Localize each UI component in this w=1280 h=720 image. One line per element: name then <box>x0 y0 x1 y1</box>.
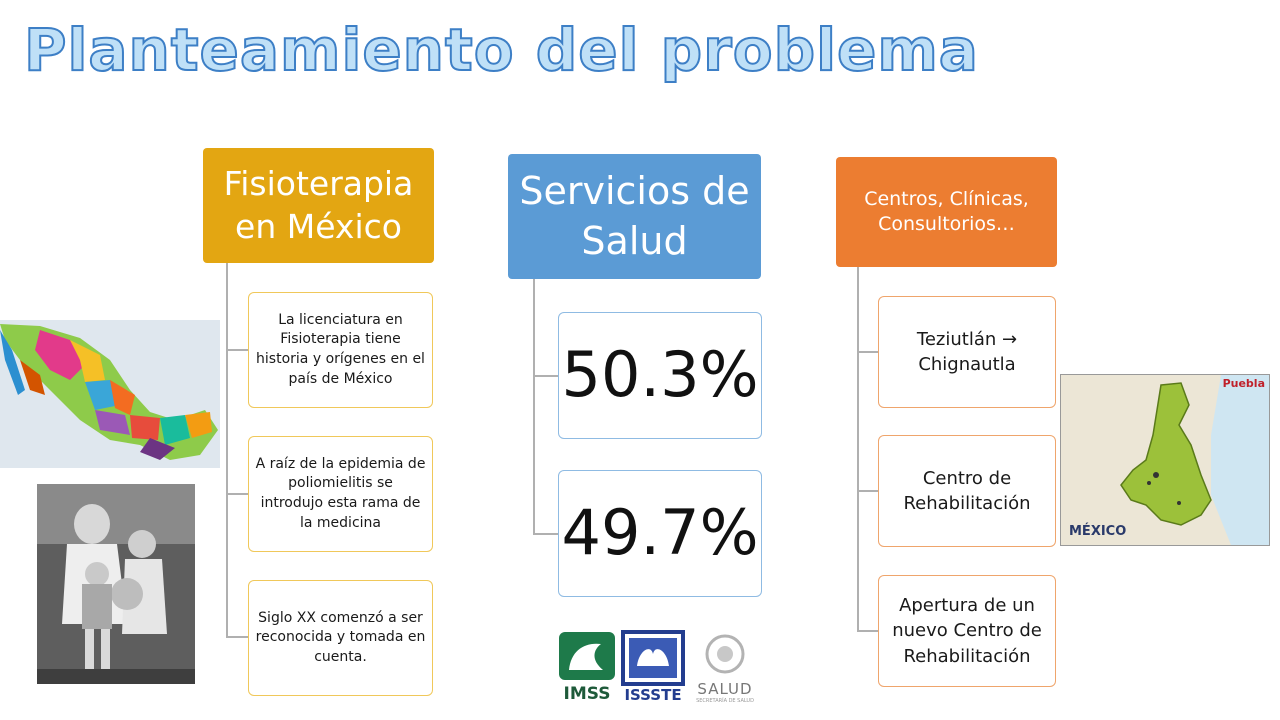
puebla-map-image: Puebla MÉXICO <box>1060 374 1270 546</box>
stat-percent-1: 50.3% <box>558 312 762 439</box>
connector-2-1 <box>533 375 558 377</box>
map-label-mexico: MÉXICO <box>1069 524 1127 539</box>
header-centros: Centros, Clínicas, Consultorios… <box>836 157 1057 267</box>
stat-percent-2: 49.7% <box>558 470 762 597</box>
issste-logo-text: ISSSTE <box>624 686 682 704</box>
connector-3-3 <box>857 630 878 632</box>
connector-1-2 <box>226 493 248 495</box>
connector-2-2 <box>533 533 558 535</box>
item-poliomielitis: A raíz de la epidemia de poliomielitis s… <box>248 436 433 552</box>
salud-logo-subtext: SECRETARÍA DE SALUD <box>696 698 754 704</box>
header-fisioterapia: Fisioterapia en México <box>203 148 434 263</box>
physiotherapy-photo <box>37 484 195 684</box>
connector-vertical-3 <box>857 267 859 631</box>
connector-1-1 <box>226 349 248 351</box>
imss-logo-text: IMSS <box>563 684 611 704</box>
header-servicios-salud: Servicios de Salud <box>508 154 761 279</box>
item-centro-rehabilitacion: Centro de Rehabilitación <box>878 435 1056 547</box>
slide-title: Planteamiento del problema <box>23 15 979 85</box>
connector-1-3 <box>226 636 248 638</box>
imss-logo: IMSS <box>557 630 617 708</box>
salud-logo-text: SALUD <box>697 680 753 698</box>
connector-vertical-1 <box>226 263 228 637</box>
item-licenciatura: La licenciatura en Fisioterapia tiene hi… <box>248 292 433 408</box>
connector-3-2 <box>857 490 878 492</box>
salud-logo: SALUD SECRETARÍA DE SALUD <box>690 632 760 710</box>
item-siglo-xx: Siglo XX comenzó a ser reconocida y toma… <box>248 580 433 696</box>
item-nuevo-centro: Apertura de un nuevo Centro de Rehabilit… <box>878 575 1056 687</box>
mexico-map-image <box>0 320 220 468</box>
map-label-puebla: Puebla <box>1222 377 1265 390</box>
connector-3-1 <box>857 351 878 353</box>
issste-logo: ISSSTE <box>621 630 685 708</box>
connector-vertical-2 <box>533 279 535 535</box>
item-teziutlan: Teziutlán → Chignautla <box>878 296 1056 408</box>
